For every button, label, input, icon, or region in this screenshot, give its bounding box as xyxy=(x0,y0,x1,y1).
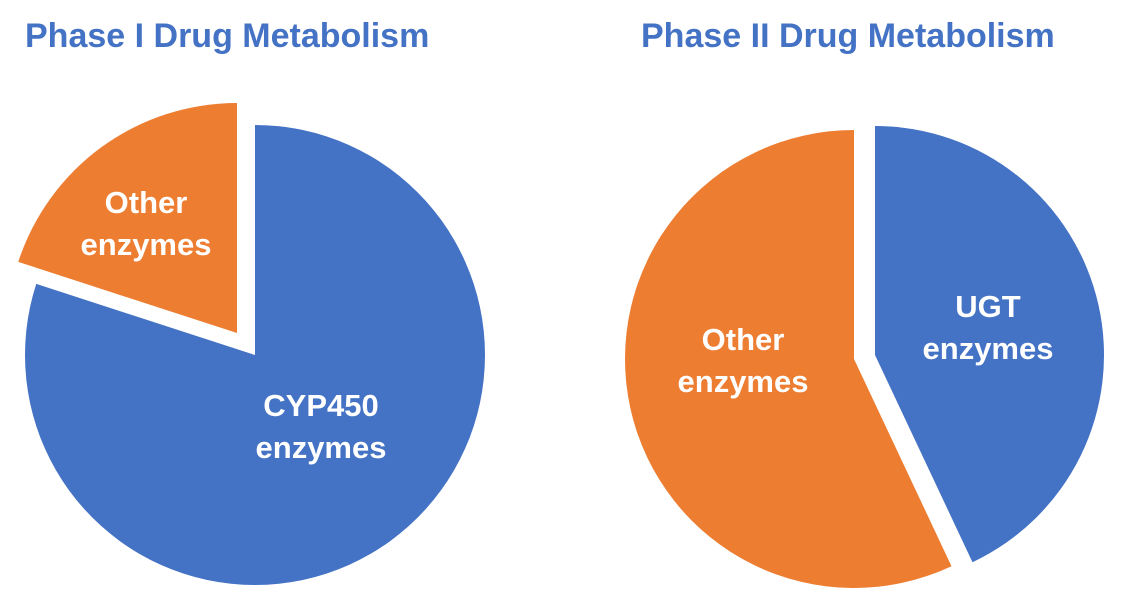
label-line: enzymes xyxy=(677,364,809,399)
phase-2-slice-other-enzymes xyxy=(625,130,952,588)
label-line: CYP450 xyxy=(263,388,379,423)
label-line: Other xyxy=(104,185,188,220)
phase-1-label-cyp450: CYP450 enzymes xyxy=(256,385,387,469)
phase-1-label-other-enzymes: Other enzymes xyxy=(81,182,212,266)
phase-1-slice-cyp450 xyxy=(25,125,486,585)
phase-2-pie xyxy=(625,125,1105,588)
label-line: enzymes xyxy=(80,227,212,262)
phase-1-chart-title: Phase I Drug Metabolism xyxy=(25,17,430,55)
phase-2-label-other-enzymes: Other enzymes xyxy=(678,319,809,403)
phase-2-slice-ugt xyxy=(875,125,1105,563)
phase-1-slice-other-enzymes xyxy=(18,103,238,333)
phase-2-chart-title: Phase II Drug Metabolism xyxy=(641,17,1055,55)
phase-2-label-ugt: UGT enzymes xyxy=(923,286,1054,370)
label-line: enzymes xyxy=(922,331,1054,366)
label-line: enzymes xyxy=(255,430,387,465)
phase-1-pie xyxy=(18,103,486,585)
label-line: Other xyxy=(701,322,785,357)
label-line: UGT xyxy=(955,289,1021,324)
